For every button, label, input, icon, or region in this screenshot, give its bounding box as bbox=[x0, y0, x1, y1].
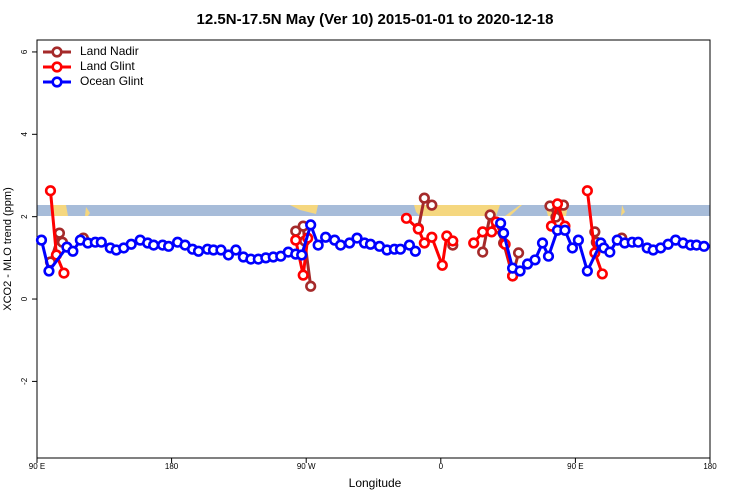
series-point bbox=[35, 234, 48, 246]
series-point bbox=[394, 243, 407, 255]
y-tick-label: -2 bbox=[20, 377, 29, 385]
series-point bbox=[364, 238, 377, 250]
series-point bbox=[596, 268, 608, 280]
series-point bbox=[418, 237, 430, 249]
series-point bbox=[305, 280, 317, 292]
series-point bbox=[409, 245, 421, 257]
series-point bbox=[512, 247, 525, 259]
y-tick-label: 2 bbox=[20, 214, 29, 219]
series-point bbox=[67, 245, 79, 257]
series-point bbox=[58, 267, 70, 279]
series-point bbox=[447, 235, 459, 247]
series-point bbox=[426, 231, 438, 243]
series-point bbox=[222, 249, 235, 261]
series-point bbox=[320, 231, 332, 243]
series-point bbox=[192, 245, 205, 257]
series-point bbox=[148, 239, 160, 251]
series-point bbox=[230, 244, 242, 256]
series-point bbox=[477, 246, 489, 258]
x-tick-label: 90 E bbox=[29, 462, 45, 471]
series-point bbox=[468, 237, 480, 249]
series-point bbox=[632, 236, 644, 248]
series-line bbox=[40, 220, 417, 275]
series-point bbox=[290, 234, 302, 246]
series-point bbox=[215, 244, 227, 256]
y-tick-label: 0 bbox=[20, 296, 29, 301]
x-tick-label: 180 bbox=[703, 462, 717, 471]
series-point bbox=[551, 198, 564, 210]
map-strip bbox=[37, 205, 710, 216]
series-point bbox=[426, 199, 438, 211]
y-axis-label: XCO2 - MLO trend (ppm) bbox=[2, 187, 14, 310]
x-tick-label: 90 W bbox=[297, 462, 316, 471]
series-point bbox=[296, 249, 308, 261]
series-point bbox=[484, 209, 496, 221]
series-point bbox=[572, 234, 584, 246]
series-point bbox=[95, 236, 107, 248]
y-tick-label: 4 bbox=[20, 132, 29, 137]
series-point bbox=[566, 242, 579, 254]
series-point bbox=[305, 219, 317, 231]
series-point bbox=[44, 185, 57, 197]
legend-label: Land Nadir bbox=[80, 44, 139, 58]
series-point bbox=[334, 239, 347, 251]
series-point bbox=[312, 239, 324, 251]
x-tick-label: 180 bbox=[165, 462, 179, 471]
x-tick-label: 0 bbox=[439, 462, 444, 471]
series-point bbox=[581, 185, 593, 197]
series-point bbox=[400, 212, 413, 224]
series-point bbox=[412, 223, 424, 235]
series-point bbox=[53, 227, 66, 239]
series-point bbox=[351, 232, 363, 244]
series-point bbox=[43, 265, 55, 277]
x-tick-label: 90 E bbox=[567, 462, 583, 471]
series-point bbox=[495, 217, 507, 229]
y-tick-label: 6 bbox=[20, 49, 29, 54]
series-point bbox=[436, 259, 448, 271]
series-point bbox=[486, 226, 498, 238]
series-point bbox=[297, 269, 309, 281]
chart-title: 12.5N-17.5N May (Ver 10) 2015-01-01 to 2… bbox=[197, 11, 554, 28]
plot-frame bbox=[36, 39, 711, 459]
x-axis-label: Longitude bbox=[349, 476, 402, 490]
legend-marker bbox=[51, 61, 63, 73]
legend-label: Ocean Glint bbox=[80, 74, 144, 88]
series-point bbox=[343, 237, 356, 249]
series-point bbox=[536, 237, 549, 249]
series-point bbox=[125, 238, 137, 250]
legend-marker bbox=[51, 46, 63, 58]
series-point bbox=[498, 227, 510, 239]
series-point bbox=[559, 224, 571, 236]
series-point bbox=[542, 250, 555, 262]
series-point bbox=[418, 192, 430, 204]
series-point bbox=[698, 240, 710, 252]
series-point bbox=[581, 265, 593, 277]
series-point bbox=[163, 240, 175, 252]
legend-marker bbox=[51, 76, 63, 88]
legend-label: Land Glint bbox=[80, 59, 135, 73]
series-point bbox=[477, 226, 489, 238]
series-point bbox=[604, 246, 616, 258]
series-point bbox=[514, 265, 526, 277]
series-point bbox=[529, 254, 541, 266]
